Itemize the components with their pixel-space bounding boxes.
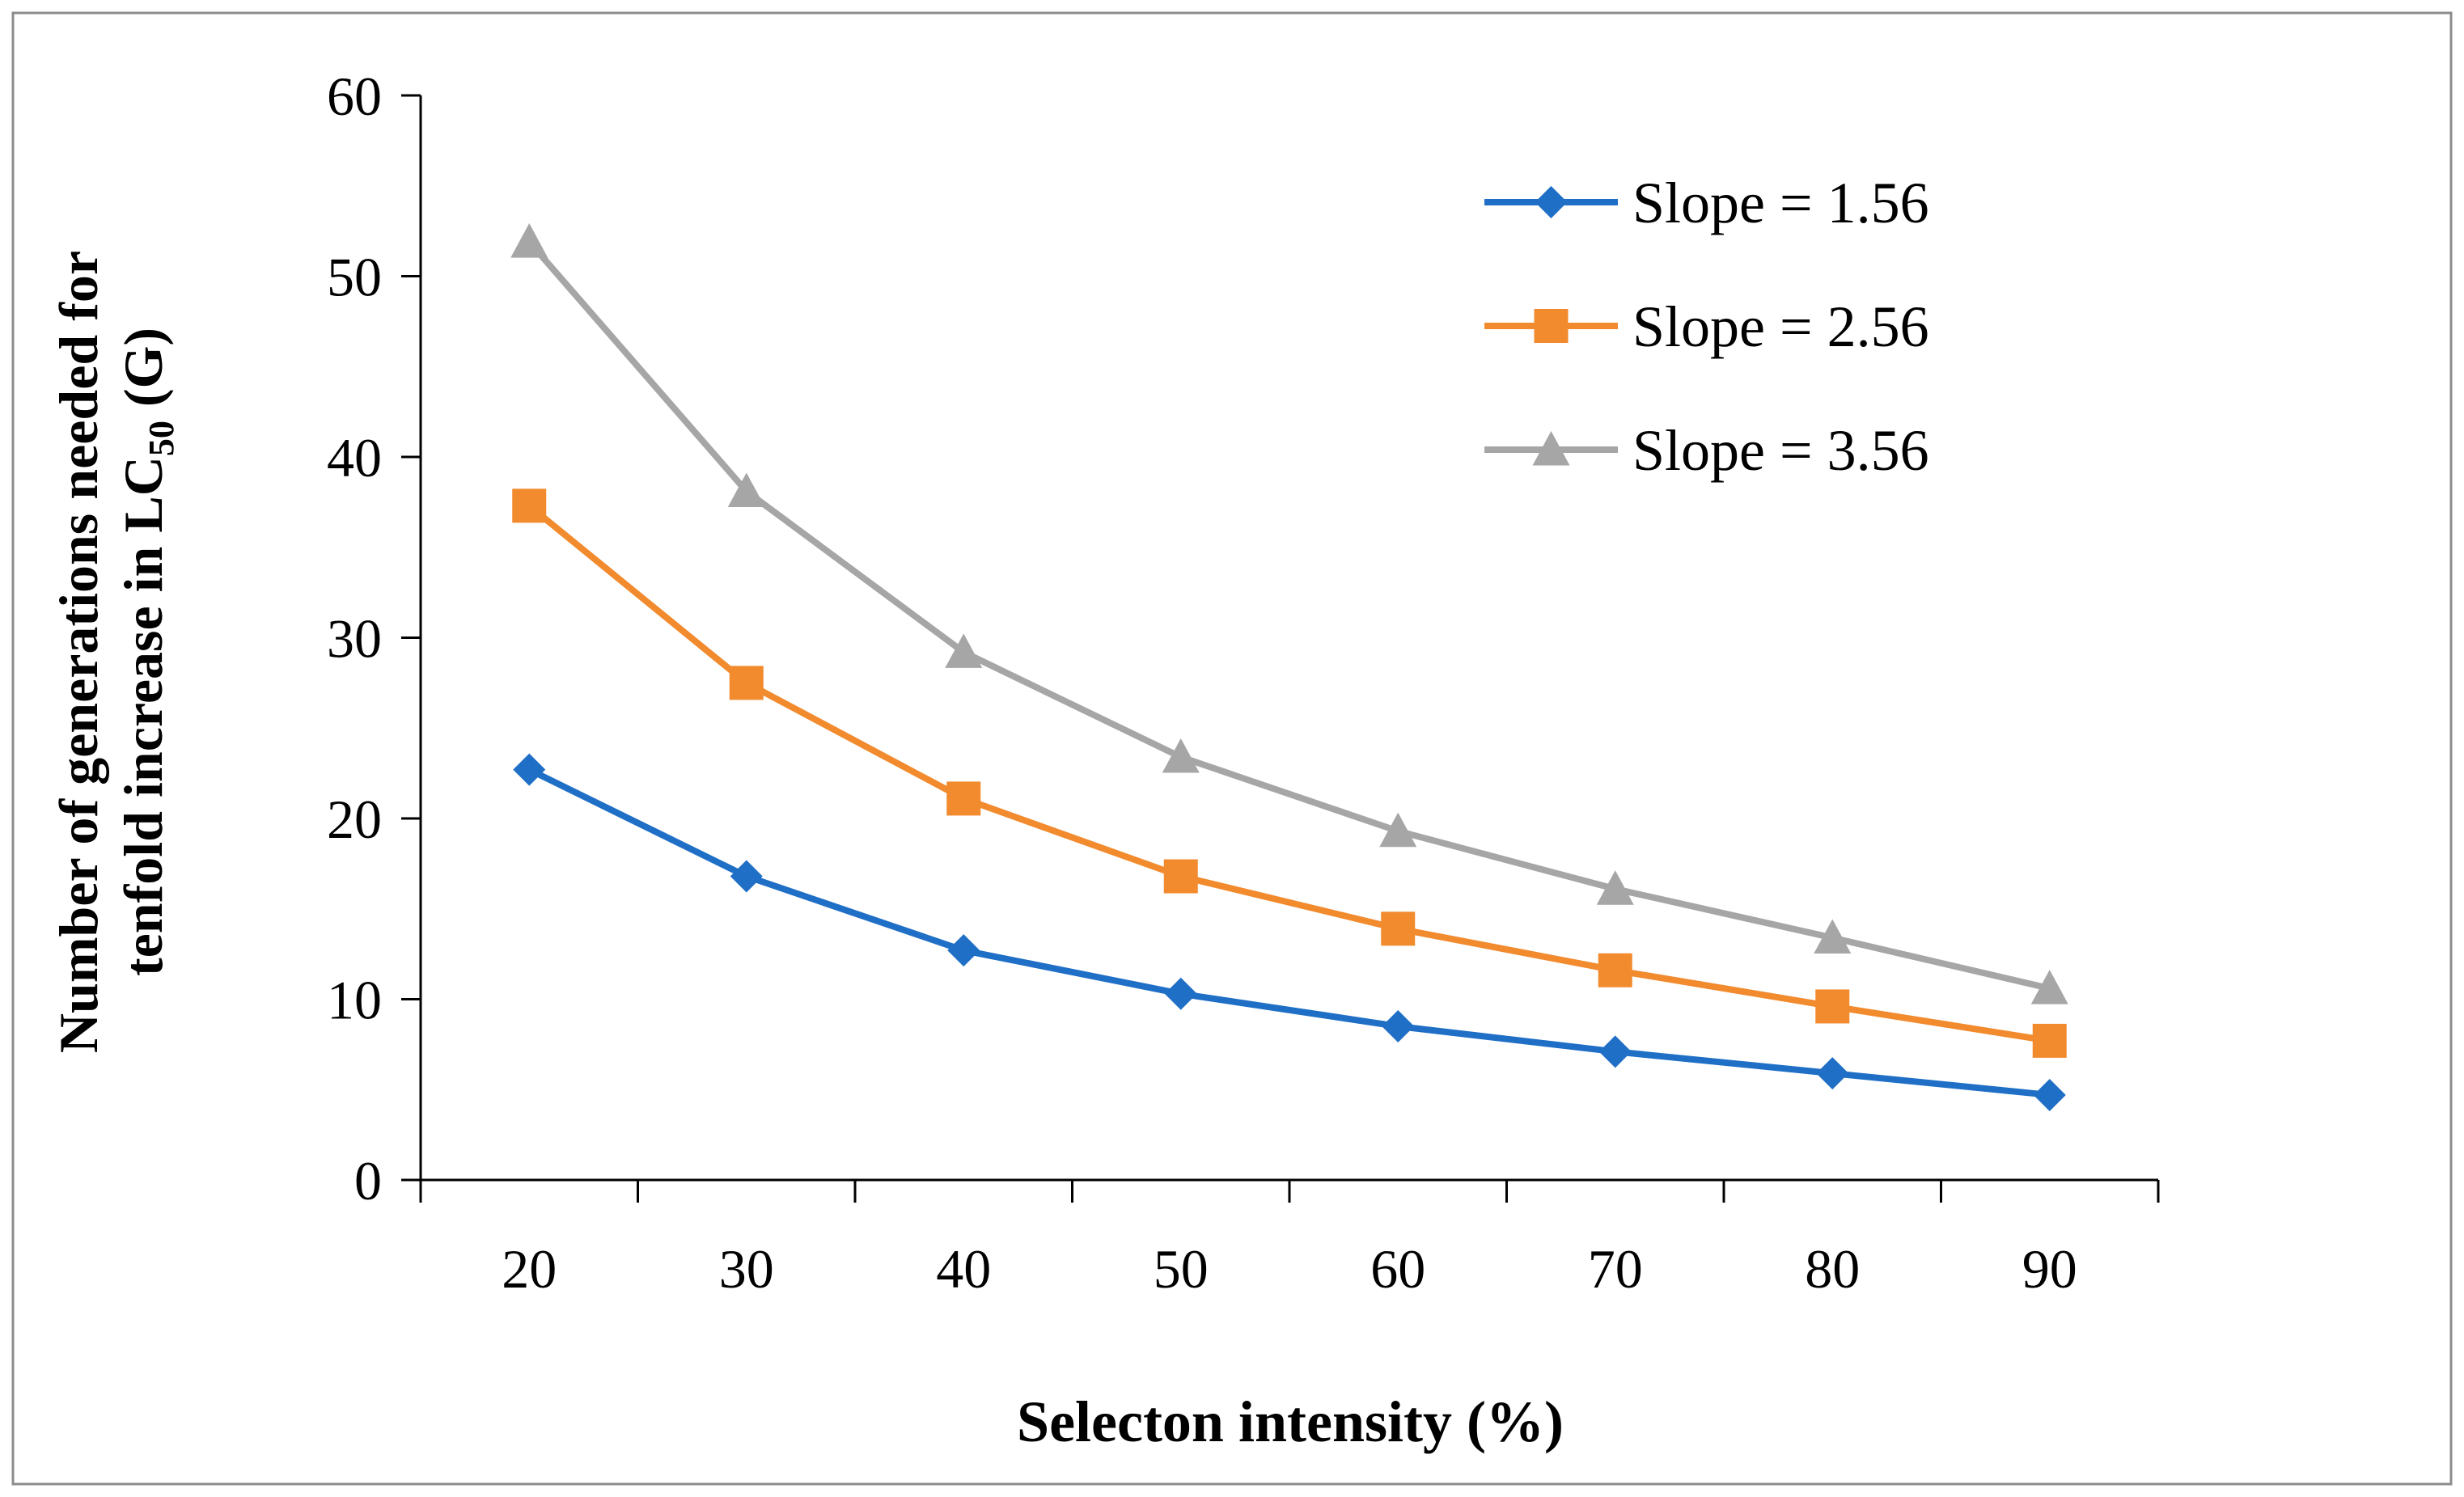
legend-item: Slope = 3.56 <box>1484 418 1929 483</box>
data-point <box>727 472 765 508</box>
data-point <box>729 666 764 700</box>
y-axis-label-subscript: 50 <box>142 421 181 456</box>
data-point <box>1381 911 1416 946</box>
x-tick-label: 90 <box>2022 1238 2077 1300</box>
series-diamond <box>513 753 2066 1111</box>
data-point <box>2032 1023 2067 1058</box>
data-point <box>2033 1078 2066 1111</box>
x-axis-label: Selecton intensity (%) <box>1017 1389 1564 1454</box>
x-tick-label: 80 <box>1805 1238 1860 1300</box>
legend-item: Slope = 1.56 <box>1484 171 1929 235</box>
data-point <box>1815 989 1850 1024</box>
x-tick-label: 20 <box>502 1238 557 1300</box>
x-tick-label: 40 <box>936 1238 991 1300</box>
data-point <box>512 488 547 523</box>
series-triangle <box>510 223 2068 1004</box>
data-point <box>1164 977 1197 1010</box>
y-tick-label: 0 <box>354 1150 382 1212</box>
data-point <box>513 753 546 786</box>
data-point <box>1596 870 1634 905</box>
data-point <box>1382 1010 1415 1043</box>
y-axis-label-line1: Number of generations needed for <box>48 251 109 1053</box>
y-tick-label: 10 <box>327 970 382 1031</box>
legend-item: Slope = 2.56 <box>1484 294 1929 359</box>
y-axis-label-line2: tenfold increase in LC50 (G) <box>112 328 181 976</box>
legend-marker <box>1535 186 1568 218</box>
data-point <box>1163 859 1198 894</box>
legend-label: Slope = 2.56 <box>1632 294 1929 359</box>
data-point <box>510 223 548 258</box>
y-tick-label: 60 <box>327 66 382 127</box>
series-line <box>527 503 2051 1044</box>
y-tick-label: 40 <box>327 427 382 488</box>
data-point <box>1814 919 1852 954</box>
data-point <box>730 860 763 893</box>
x-tick-label: 50 <box>1154 1238 1209 1300</box>
data-point <box>1379 812 1417 848</box>
data-point <box>946 781 981 816</box>
y-axis-label-suffix: (G) <box>112 328 174 421</box>
data-point <box>1162 738 1200 773</box>
data-point <box>1816 1057 1849 1090</box>
y-tick-label: 30 <box>327 608 382 670</box>
data-point <box>1598 953 1632 987</box>
legend-label: Slope = 1.56 <box>1632 171 1929 235</box>
y-tick-label: 50 <box>327 247 382 308</box>
y-tick-label: 20 <box>327 789 382 850</box>
data-point <box>1598 1035 1632 1068</box>
series-line <box>527 239 2051 992</box>
x-tick-label: 60 <box>1370 1238 1425 1300</box>
data-point <box>947 934 980 967</box>
legend-label: Slope = 3.56 <box>1632 418 1929 483</box>
chart-border <box>11 11 2453 1486</box>
data-point <box>945 633 983 668</box>
legend-marker <box>1534 309 1569 343</box>
data-point <box>2030 970 2068 1004</box>
y-axis-label-prefix: tenfold increase in LC <box>112 456 174 976</box>
x-tick-label: 30 <box>719 1238 774 1300</box>
series-line <box>527 767 2051 1098</box>
legend-marker <box>1532 431 1570 466</box>
series-square <box>512 488 2067 1058</box>
x-tick-label: 70 <box>1588 1238 1643 1300</box>
